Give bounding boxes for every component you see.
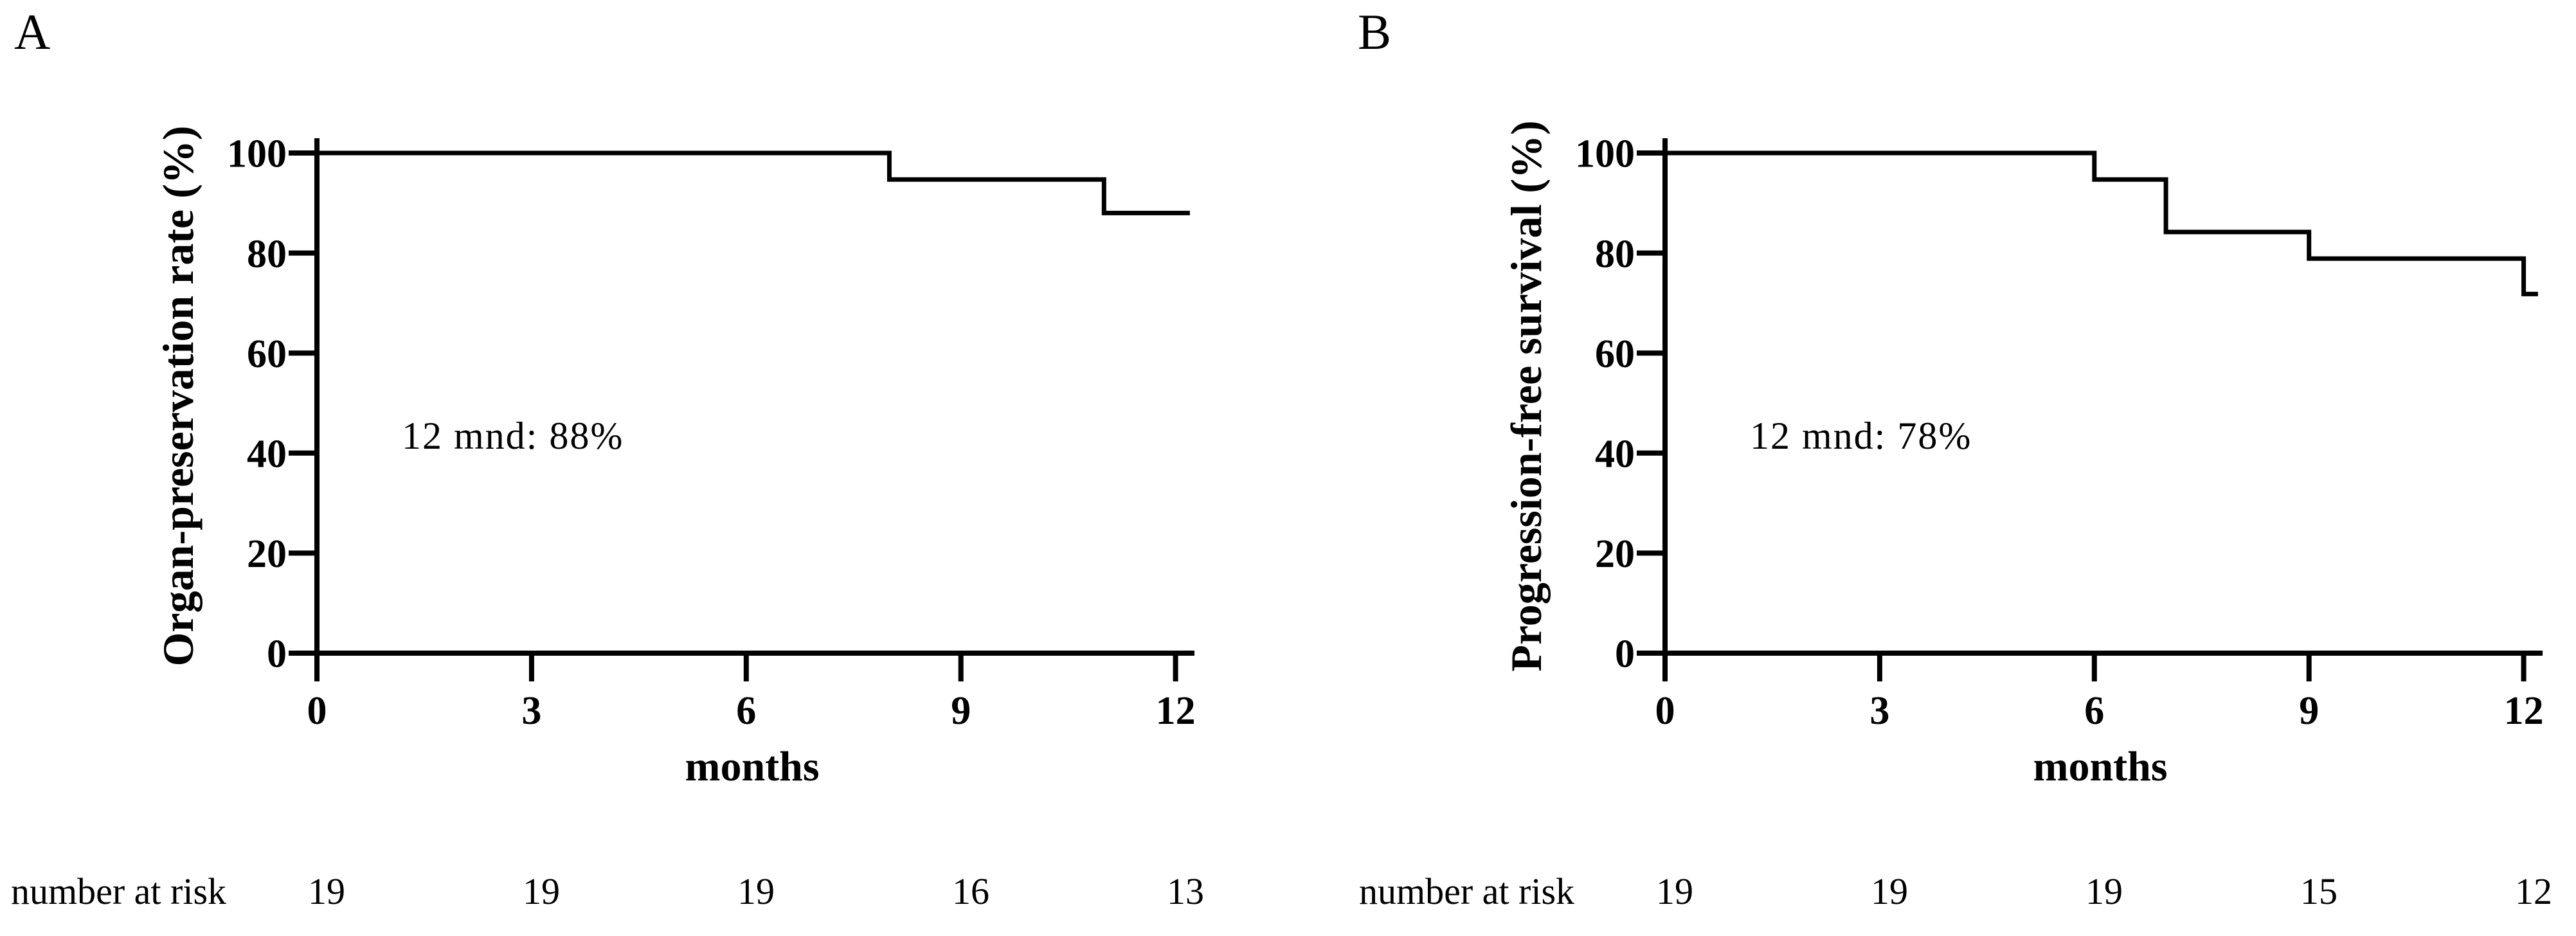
y-tick-label: 40 [1595,433,1635,476]
panel-b: B Progression-free survival (%) 100 80 6… [1358,4,2552,912]
panel-a: A Organ-preservation rate (%) 100 80 60 … [11,4,1204,912]
risk-count: 12 [2515,870,2552,912]
risk-count: 19 [308,870,345,912]
panel-letter: A [14,4,50,60]
y-axis-title: Organ-preservation rate (%) [154,126,203,667]
risk-count: 19 [523,870,560,912]
risk-count: 19 [1656,870,1693,912]
y-tick-label: 0 [1615,633,1635,676]
x-tick-label: 12 [1156,689,1196,733]
risk-count: 19 [737,870,775,912]
y-tick-label: 80 [1595,232,1635,276]
x-axis-title: months [685,743,819,790]
risk-count: 19 [2085,870,2123,912]
x-axis-title: months [2033,743,2167,790]
survival-curve [1665,150,2538,296]
x-tick-label: 6 [2084,689,2104,733]
y-tick-label: 0 [267,633,287,676]
x-tick-label: 3 [1869,689,1889,733]
x-tick-label: 3 [521,689,541,733]
y-axis-title: Progression-free survival (%) [1502,120,1551,671]
risk-count: 19 [1871,870,1908,912]
risk-count: 13 [1167,870,1204,912]
risk-count: 15 [2300,870,2337,912]
x-tick-label: 9 [951,689,971,733]
x-tick-label: 6 [736,689,756,733]
x-tick-label: 0 [307,689,327,733]
y-tick-label: 40 [247,433,287,476]
y-tick-label: 60 [247,332,287,376]
x-tick-label: 12 [2504,689,2544,733]
y-tick-label: 100 [227,132,287,176]
annotation-text: 12 mnd: 88% [402,415,624,457]
survival-curve [317,150,1190,215]
y-tick-label: 80 [247,232,287,276]
axes [1637,138,2543,681]
x-tick-label: 9 [2299,689,2319,733]
risk-count: 16 [952,870,989,912]
x-tick-label: 0 [1655,689,1675,733]
y-tick-label: 20 [247,532,287,576]
panel-letter: B [1358,4,1391,60]
y-tick-label: 100 [1575,132,1635,176]
y-tick-label: 20 [1595,532,1635,576]
risk-row-label: number at risk [11,870,226,912]
axes [289,138,1194,681]
y-tick-label: 60 [1595,332,1635,376]
risk-row-label: number at risk [1359,870,1574,912]
annotation-text: 12 mnd: 78% [1750,415,1972,457]
